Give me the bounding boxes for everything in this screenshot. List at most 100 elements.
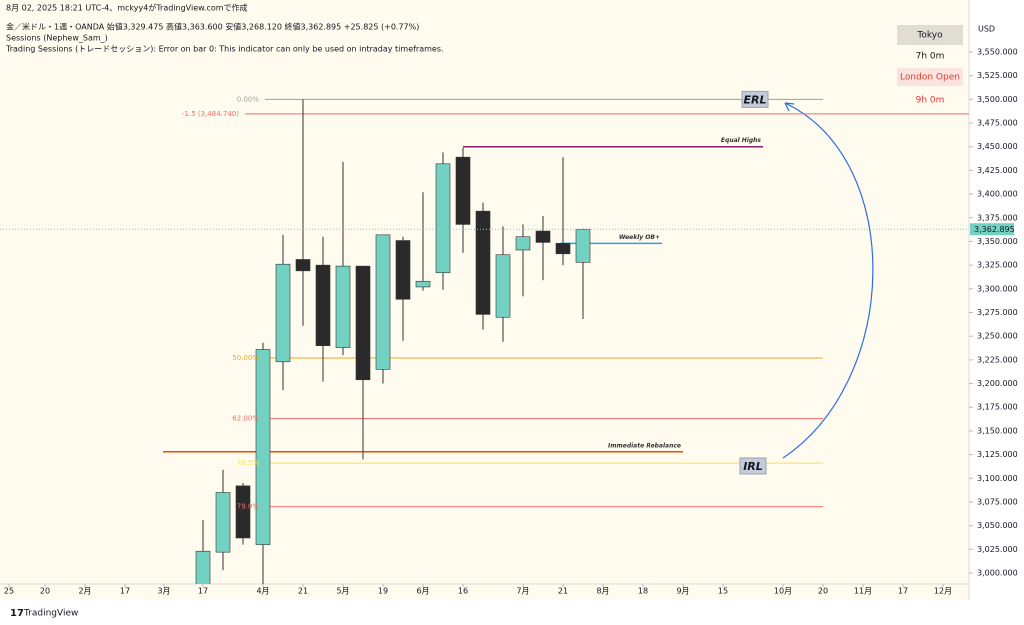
y-tick-label: 3,425.000 (977, 166, 1018, 175)
session-box (897, 68, 963, 86)
x-tick-label: 7月 (516, 587, 529, 596)
y-tick-label: 3,550.000 (977, 48, 1018, 57)
x-tick-label: 17 (898, 587, 908, 596)
candle-body (215, 492, 231, 553)
y-tick-label: 3,175.000 (977, 403, 1018, 412)
candle-body (295, 259, 311, 272)
marker-box (741, 90, 769, 108)
arrow (782, 102, 874, 459)
x-tick-label: 19 (378, 587, 388, 596)
plot (163, 98, 969, 584)
footer-bg (0, 600, 1024, 625)
y-tick-label: 3,300.000 (977, 284, 1018, 293)
candle-body (555, 243, 571, 255)
level-label: 70.5% (237, 459, 260, 467)
y-tick-label: 3,475.000 (977, 119, 1018, 128)
y-tick-label: 3,450.000 (977, 142, 1018, 151)
y-tick-label: 3,325.000 (977, 261, 1018, 270)
candle-body (375, 234, 391, 370)
marker-label: IRL (743, 460, 763, 473)
x-tick-label: 18 (638, 587, 648, 596)
x-tick-label: 9月 (676, 587, 689, 596)
y-tick-label: 3,400.000 (977, 190, 1018, 199)
created: 8月 02, 2025 18:21 UTC-4、mckyy4がTradingVi… (6, 3, 248, 13)
level-label: Immediate Rebalance (608, 442, 681, 449)
x-tick-label: 21 (558, 587, 568, 596)
y-tick-label: 3,225.000 (977, 355, 1018, 364)
candle-body (315, 264, 331, 346)
candle-body (335, 265, 351, 348)
y-tick-label: 3,000.000 (977, 569, 1018, 578)
x-tick-label: 20 (818, 587, 828, 596)
x-tick-label: 5月 (336, 587, 349, 596)
candle-body (415, 280, 431, 288)
y-tick-label: 3,525.000 (977, 71, 1018, 80)
candle-body (195, 550, 211, 584)
x-tick-label: 17 (198, 587, 208, 596)
level-label: 0.00% (237, 95, 260, 103)
currency: USD (978, 25, 995, 34)
x-tick-label: 25 (4, 587, 14, 596)
x-tick-label: 11月 (854, 587, 872, 596)
candle-body (395, 240, 411, 300)
x-tick-label: 8月 (596, 587, 609, 596)
level-label: 79.0% (237, 503, 260, 511)
x-tick-label: 17 (120, 587, 130, 596)
candle-body (515, 236, 531, 251)
brand: TradingView (23, 609, 78, 619)
session-time: 7h 0m (916, 52, 945, 62)
indicator: Trading Sessions (トレードセッション): Error on b… (5, 45, 444, 54)
y-tick-label: 3,500.000 (977, 95, 1018, 104)
candle-body (355, 265, 371, 381)
candle-body (575, 228, 591, 263)
x-tick-label: 20 (40, 587, 50, 596)
price-tag-label: 3,362.895 (974, 225, 1015, 234)
x-tick-label: 4月 (256, 587, 269, 596)
y-tick-label: 3,200.000 (977, 379, 1018, 388)
x-tick-label: 10月 (774, 587, 792, 596)
y-tick-label: 3,075.000 (977, 497, 1018, 506)
x-tick-label: 12月 (934, 587, 952, 596)
price-axis-bg (969, 0, 1024, 600)
candle-body (235, 485, 251, 539)
level-label: -1.5 (3,484.740) (182, 110, 239, 118)
session-box (897, 25, 963, 45)
level-label: 50.00% (232, 354, 259, 362)
y-tick-label: 3,050.000 (977, 521, 1018, 530)
x-tick-label: 6月 (416, 587, 429, 596)
marker-box (739, 457, 767, 475)
x-tick-label: 16 (458, 587, 468, 596)
level-label: Weekly OB+ (619, 234, 660, 241)
candle-body (535, 230, 551, 243)
y-tick-label: 3,025.000 (977, 545, 1018, 554)
x-tick-label: 2月 (78, 587, 91, 596)
candle-body (275, 263, 291, 363)
y-tick-label: 3,150.000 (977, 426, 1018, 435)
session-time: 9h 0m (916, 96, 945, 106)
candle-body (255, 349, 271, 545)
candle-body (435, 163, 451, 274)
symbol: 金／米ドル・1週・OANDA 始値3,329.475 高値3,363.600 安… (6, 22, 419, 32)
level-label: Equal Highs (721, 137, 762, 144)
indicator: Sessions (Nephew_Sam_) (6, 34, 108, 43)
y-tick-label: 3,350.000 (977, 237, 1018, 246)
candle-body (495, 254, 511, 318)
x-tick-label: 3月 (157, 587, 170, 596)
level-label: 62.00% (232, 415, 259, 423)
y-tick-label: 3,100.000 (977, 474, 1018, 483)
x-tick-label: 15 (718, 587, 728, 596)
marker-label: ERL (744, 93, 767, 106)
session: London Open (900, 73, 960, 83)
candle-body (475, 210, 491, 315)
y-tick-label: 3,375.000 (977, 213, 1018, 222)
candle-body (455, 156, 471, 225)
y-tick-label: 3,275.000 (977, 308, 1018, 317)
logo: 17 (10, 608, 24, 619)
price-tag (970, 223, 1014, 236)
y-tick-label: 3,125.000 (977, 450, 1018, 459)
session: Tokyo (916, 31, 943, 41)
arrow-head (784, 102, 795, 112)
x-tick-label: 21 (298, 587, 308, 596)
y-tick-label: 3,250.000 (977, 332, 1018, 341)
